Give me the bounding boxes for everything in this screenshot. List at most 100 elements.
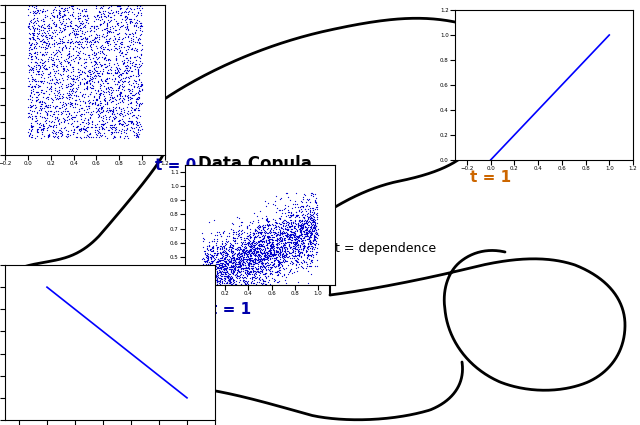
Point [63, 31, 74, 38]
Point [278, 252, 288, 259]
Point [246, 254, 256, 261]
Point [228, 268, 238, 275]
Point [214, 228, 225, 235]
Point [24, 38, 35, 45]
Point [56, 21, 67, 28]
Point [86, 73, 97, 80]
Point [284, 213, 294, 220]
Point [251, 238, 261, 245]
Point [246, 279, 256, 286]
Point [268, 229, 278, 235]
Point [292, 234, 302, 241]
Point [238, 260, 248, 267]
Point [120, 8, 130, 15]
Point [211, 282, 221, 289]
Point [222, 273, 232, 280]
Point [257, 223, 267, 230]
Point [228, 257, 238, 264]
Point [205, 275, 216, 282]
Point [26, 53, 36, 60]
Point [309, 241, 319, 248]
Point [280, 277, 290, 283]
Point [271, 235, 282, 241]
Point [204, 282, 214, 289]
Point [83, 51, 93, 58]
Point [311, 229, 321, 235]
Point [31, 78, 41, 85]
Point [218, 257, 228, 264]
Point [220, 261, 230, 267]
Point [33, 92, 44, 99]
Point [38, 125, 48, 131]
Point [238, 245, 248, 252]
Point [278, 216, 289, 223]
Point [133, 69, 143, 76]
Point [64, 115, 74, 122]
Point [50, 33, 60, 40]
Point [212, 278, 222, 285]
Point [40, 117, 50, 124]
Point [136, 22, 146, 29]
Point [282, 230, 292, 237]
Point [278, 235, 289, 242]
Point [198, 277, 208, 284]
Point [252, 233, 262, 240]
Point [73, 41, 83, 48]
Point [39, 104, 49, 111]
Point [296, 235, 307, 242]
Point [252, 249, 262, 255]
Point [28, 66, 38, 73]
Point [106, 109, 116, 116]
Point [24, 40, 34, 47]
Point [245, 230, 255, 237]
Point [114, 3, 124, 10]
Point [86, 100, 97, 107]
Point [238, 264, 248, 271]
Point [301, 229, 312, 236]
Point [281, 252, 291, 259]
Point [225, 267, 236, 274]
Point [253, 247, 264, 254]
Point [236, 235, 246, 242]
Point [217, 248, 227, 255]
Point [81, 79, 91, 86]
Point [61, 15, 71, 22]
Point [235, 262, 245, 269]
Point [262, 249, 272, 256]
Point [239, 259, 249, 266]
Point [293, 212, 303, 219]
Point [115, 120, 125, 127]
Point [241, 255, 251, 262]
Point [212, 288, 223, 295]
Point [286, 212, 296, 219]
Point [217, 245, 227, 252]
Point [54, 86, 64, 93]
Point [244, 263, 255, 269]
Point [106, 67, 116, 74]
Point [250, 251, 260, 258]
Point [86, 71, 97, 77]
Point [207, 238, 218, 245]
Point [237, 262, 248, 269]
Point [118, 99, 129, 105]
Point [303, 243, 314, 250]
Point [256, 249, 266, 256]
Point [306, 212, 316, 218]
Point [96, 122, 106, 129]
Point [304, 255, 314, 262]
Point [127, 91, 138, 98]
Point [134, 94, 145, 100]
Point [273, 272, 284, 278]
Point [52, 115, 63, 122]
Point [258, 263, 268, 269]
Point [40, 108, 50, 115]
Point [84, 84, 95, 91]
Point [36, 87, 46, 94]
Point [264, 252, 275, 259]
Point [267, 240, 277, 246]
Point [94, 124, 104, 130]
Point [110, 113, 120, 119]
Point [261, 203, 271, 210]
Point [274, 235, 284, 241]
Point [276, 250, 287, 257]
